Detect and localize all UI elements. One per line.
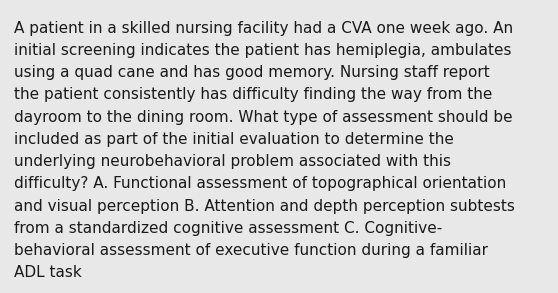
Text: difficulty? A. Functional assessment of topographical orientation: difficulty? A. Functional assessment of …	[14, 176, 506, 191]
Text: behavioral assessment of executive function during a familiar: behavioral assessment of executive funct…	[14, 243, 488, 258]
Text: from a standardized cognitive assessment C. Cognitive-: from a standardized cognitive assessment…	[14, 221, 442, 236]
Text: using a quad cane and has good memory. Nursing staff report: using a quad cane and has good memory. N…	[14, 65, 490, 80]
Text: initial screening indicates the patient has hemiplegia, ambulates: initial screening indicates the patient …	[14, 43, 512, 58]
Text: and visual perception B. Attention and depth perception subtests: and visual perception B. Attention and d…	[14, 199, 515, 214]
Text: dayroom to the dining room. What type of assessment should be: dayroom to the dining room. What type of…	[14, 110, 513, 125]
Text: the patient consistently has difficulty finding the way from the: the patient consistently has difficulty …	[14, 87, 492, 102]
Text: included as part of the initial evaluation to determine the: included as part of the initial evaluati…	[14, 132, 454, 147]
Text: ADL task: ADL task	[14, 265, 81, 280]
Text: A patient in a skilled nursing facility had a CVA one week ago. An: A patient in a skilled nursing facility …	[14, 21, 513, 35]
Text: underlying neurobehavioral problem associated with this: underlying neurobehavioral problem assoc…	[14, 154, 451, 169]
